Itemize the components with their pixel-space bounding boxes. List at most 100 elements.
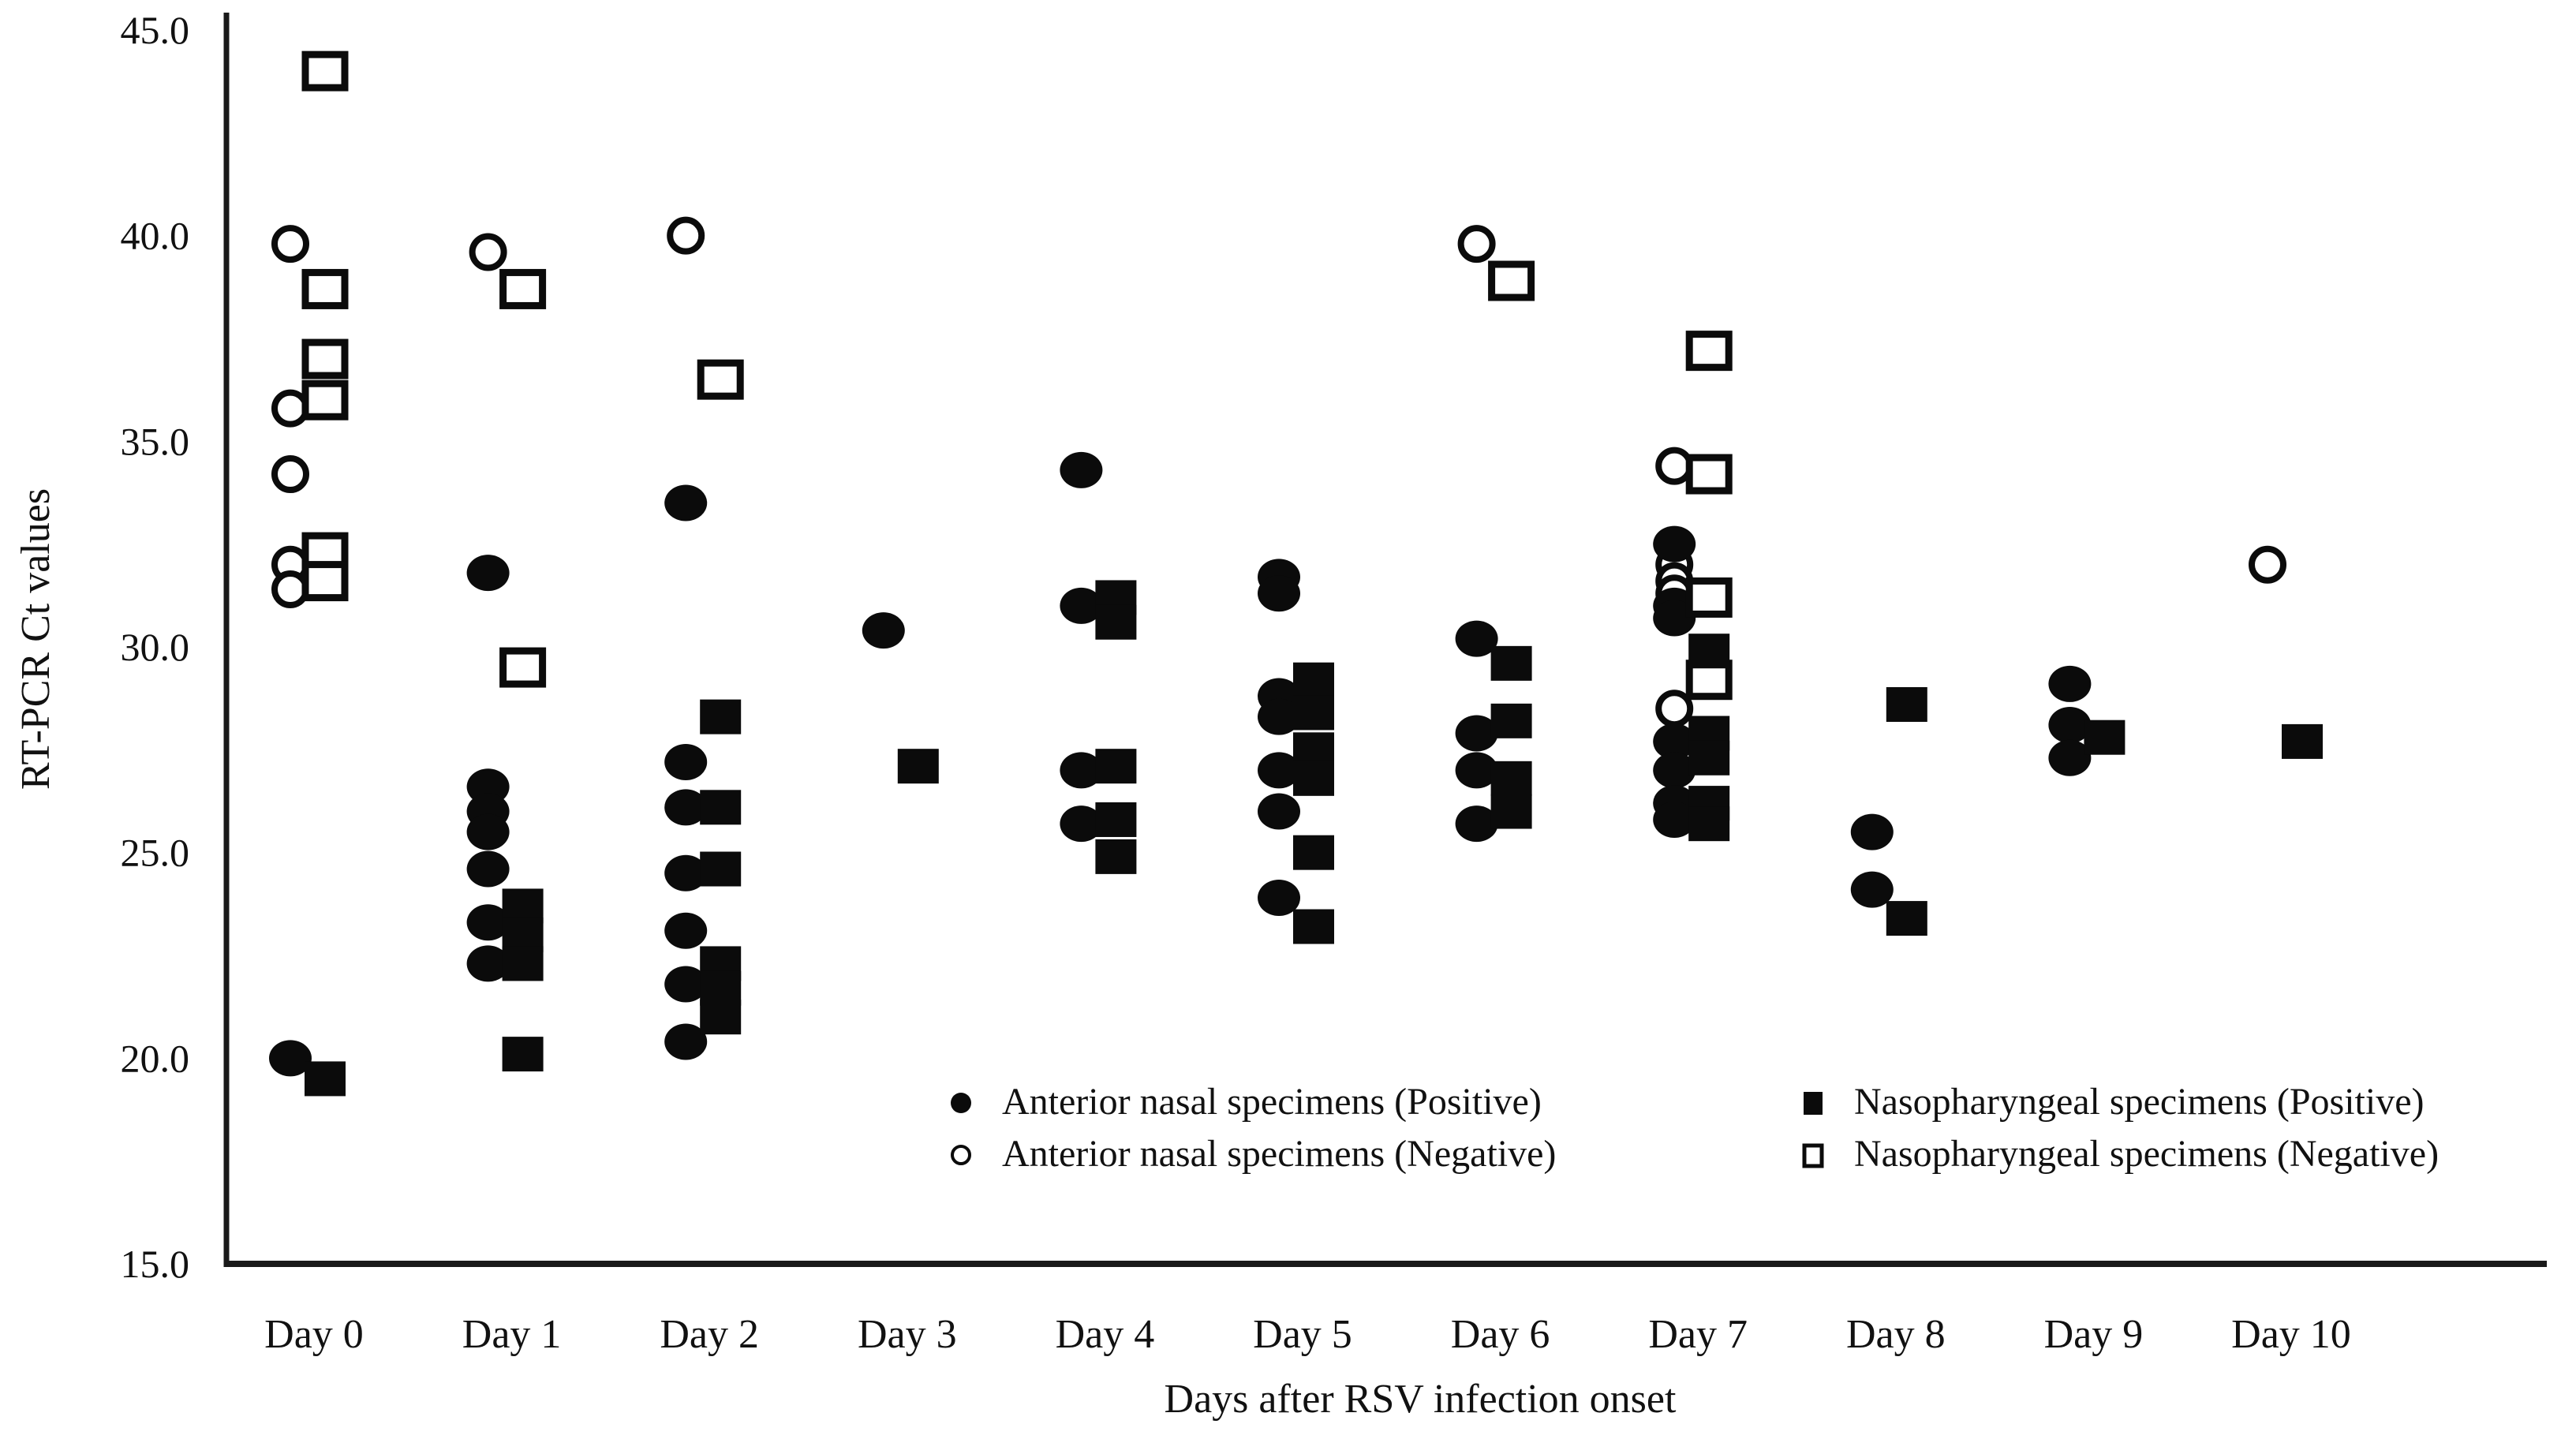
data-point-filled-square	[1688, 634, 1730, 669]
open-square-icon	[1802, 1143, 1824, 1168]
data-point-open-circle	[1457, 225, 1496, 264]
y-tick-label: 40.0	[121, 214, 190, 258]
data-point-filled-square	[1293, 909, 1334, 944]
data-point-filled-circle	[1455, 805, 1498, 843]
data-point-filled-circle	[1060, 805, 1103, 843]
data-point-filled-circle	[466, 850, 510, 888]
data-point-open-square	[1685, 577, 1733, 618]
y-tick-label: 30.0	[121, 625, 190, 669]
data-point-open-square	[301, 50, 349, 92]
data-point-filled-circle	[466, 555, 510, 592]
legend-item-anterior-negative: Anterior nasal specimens (Negative)	[940, 1130, 1556, 1177]
data-point-filled-circle	[1258, 880, 1300, 917]
x-tick-label: Day 8	[1846, 1312, 1946, 1357]
data-point-filled-square	[2084, 720, 2125, 755]
data-point-open-square	[1685, 331, 1733, 372]
data-point-filled-square	[1886, 686, 1927, 722]
data-point-open-circle	[667, 216, 705, 255]
legend-label: Anterior nasal specimens (Positive)	[1002, 1080, 1542, 1123]
data-point-open-circle	[1655, 690, 1694, 728]
data-point-open-circle	[271, 570, 309, 609]
data-point-filled-square	[1095, 802, 1137, 837]
data-point-open-circle	[271, 225, 309, 264]
x-tick-label: Day 2	[660, 1312, 759, 1357]
data-point-filled-square	[1095, 839, 1137, 874]
x-axis-day-labels: Day 0 Day 1 Day 2 Day 3 Day 4 Day 5 Day 6 Day 7…	[264, 1312, 2351, 1357]
x-tick-label: Day 0	[264, 1312, 364, 1357]
x-tick-label: Day 3	[858, 1312, 957, 1357]
data-point-filled-circle	[466, 813, 510, 850]
data-point-filled-square	[700, 699, 742, 734]
data-point-open-circle	[1655, 447, 1694, 485]
data-point-open-square	[301, 268, 349, 309]
data-point-filled-square	[700, 790, 742, 825]
data-point-filled-circle	[1653, 752, 1696, 789]
data-point-filled-circle	[664, 1023, 708, 1060]
data-point-filled-square	[1490, 794, 1532, 829]
data-point-filled-square	[1293, 695, 1334, 731]
legend-label: Anterior nasal specimens (Negative)	[1002, 1132, 1557, 1175]
x-tick-label: Day 9	[2044, 1312, 2144, 1357]
x-tick-label: Day 5	[1253, 1312, 1352, 1357]
data-point-filled-circle	[1850, 871, 1894, 908]
data-point-filled-circle	[466, 904, 510, 941]
data-point-filled-square	[897, 749, 939, 784]
data-point-filled-circle	[2048, 665, 2092, 702]
data-point-filled-square	[305, 1061, 346, 1097]
data-point-open-square	[301, 338, 349, 379]
legend-item-nasopharyngeal-positive: Nasopharyngeal specimens (Positive)	[1793, 1078, 2424, 1125]
x-axis-title: Days after RSV infection onset	[1165, 1377, 1677, 1422]
data-point-filled-circle	[1258, 698, 1300, 735]
data-point-filled-square	[1293, 835, 1334, 870]
legend-label: Nasopharyngeal specimens (Positive)	[1854, 1080, 2425, 1123]
data-point-filled-circle	[664, 484, 708, 521]
y-tick-label: 25.0	[121, 831, 190, 875]
data-point-filled-square	[1688, 806, 1730, 842]
data-point-filled-circle	[1258, 752, 1300, 789]
y-tick-label: 35.0	[121, 419, 190, 463]
data-point-filled-circle	[664, 966, 708, 1003]
y-tick-label: 45.0	[121, 8, 190, 52]
data-point-filled-circle	[1258, 575, 1300, 612]
data-point-filled-square	[1886, 901, 1927, 936]
data-point-filled-circle	[2048, 739, 2092, 776]
data-point-filled-circle	[1455, 620, 1498, 657]
data-point-filled-square	[1293, 761, 1334, 796]
data-point-markers	[269, 50, 2323, 1097]
legend-label: Nasopharyngeal specimens (Negative)	[1854, 1132, 2440, 1175]
data-point-open-square	[1685, 454, 1733, 495]
data-point-filled-square	[502, 946, 544, 981]
data-point-filled-square	[1490, 645, 1532, 681]
y-tick-label: 20.0	[121, 1036, 190, 1080]
data-point-open-square	[499, 268, 547, 309]
data-point-filled-square	[1095, 749, 1137, 784]
data-point-filled-circle	[1060, 587, 1103, 624]
data-point-filled-circle	[2048, 707, 2092, 744]
y-tick-label: 15.0	[121, 1242, 190, 1286]
data-point-filled-square	[1293, 662, 1334, 697]
y-axis-title: RT-PCR Ct values	[13, 488, 58, 790]
data-point-open-square	[1488, 260, 1535, 301]
data-point-filled-circle	[1060, 752, 1103, 789]
data-point-filled-circle	[1060, 451, 1103, 488]
data-point-open-circle	[2249, 545, 2286, 584]
data-point-filled-circle	[466, 945, 510, 982]
data-point-filled-square	[700, 851, 742, 887]
data-point-open-square	[301, 561, 349, 602]
data-point-filled-circle	[1653, 801, 1696, 838]
data-point-filled-square	[2282, 723, 2323, 759]
data-point-filled-circle	[1850, 813, 1894, 850]
data-point-filled-circle	[862, 612, 905, 649]
data-point-filled-circle	[1258, 793, 1300, 830]
data-point-filled-circle	[664, 789, 708, 826]
filled-square-icon	[1804, 1092, 1823, 1115]
data-point-filled-circle	[1653, 600, 1696, 637]
x-tick-label: Day 4	[1056, 1312, 1155, 1357]
data-point-filled-square	[700, 1000, 742, 1035]
data-point-filled-circle	[1455, 715, 1498, 752]
data-point-open-circle	[469, 233, 507, 271]
data-point-filled-circle	[664, 912, 708, 949]
open-circle-icon	[951, 1145, 971, 1165]
